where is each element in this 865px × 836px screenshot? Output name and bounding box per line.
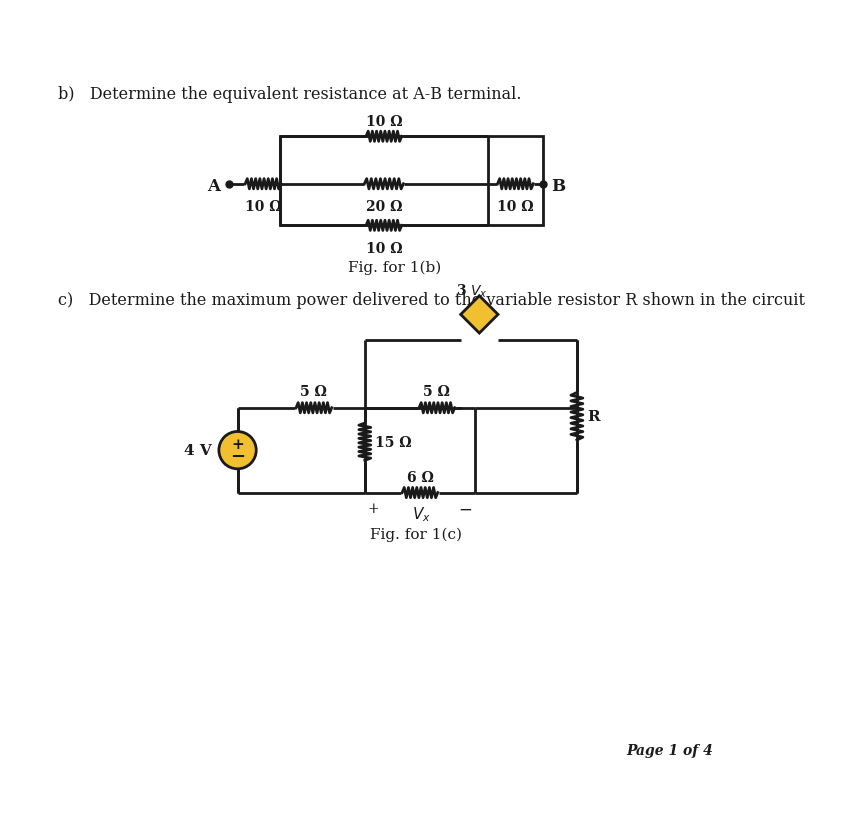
Text: 10 Ω: 10 Ω <box>366 242 402 255</box>
Text: 15 Ω: 15 Ω <box>375 436 412 449</box>
Text: −: − <box>458 502 472 518</box>
Text: 6 Ω: 6 Ω <box>407 471 433 485</box>
Text: $V_x$: $V_x$ <box>413 505 431 523</box>
Circle shape <box>219 432 256 469</box>
Text: 5 Ω: 5 Ω <box>424 384 451 398</box>
Text: b)   Determine the equivalent resistance at A-B terminal.: b) Determine the equivalent resistance a… <box>58 86 522 103</box>
Text: Fig. for 1(b): Fig. for 1(b) <box>348 260 441 274</box>
Text: Page 1 of 4: Page 1 of 4 <box>626 743 713 757</box>
Text: B: B <box>551 178 566 195</box>
Text: +: + <box>231 438 244 451</box>
Text: 20 Ω: 20 Ω <box>366 200 402 214</box>
Text: 10 Ω: 10 Ω <box>245 200 281 214</box>
Text: 10 Ω: 10 Ω <box>497 200 534 214</box>
Polygon shape <box>461 297 498 334</box>
Text: R: R <box>587 410 599 424</box>
Text: 10 Ω: 10 Ω <box>366 115 402 129</box>
Text: 4 V: 4 V <box>184 444 212 457</box>
Text: +: + <box>368 502 379 516</box>
Text: 3 $V_x$: 3 $V_x$ <box>456 283 487 300</box>
Text: −: − <box>230 447 245 466</box>
Text: A: A <box>208 178 221 195</box>
Bar <box>280 137 543 226</box>
Text: 5 Ω: 5 Ω <box>300 384 327 398</box>
Text: c)   Determine the maximum power delivered to the variable resistor R shown in t: c) Determine the maximum power delivered… <box>58 291 804 308</box>
Text: Fig. for 1(c): Fig. for 1(c) <box>369 527 462 541</box>
